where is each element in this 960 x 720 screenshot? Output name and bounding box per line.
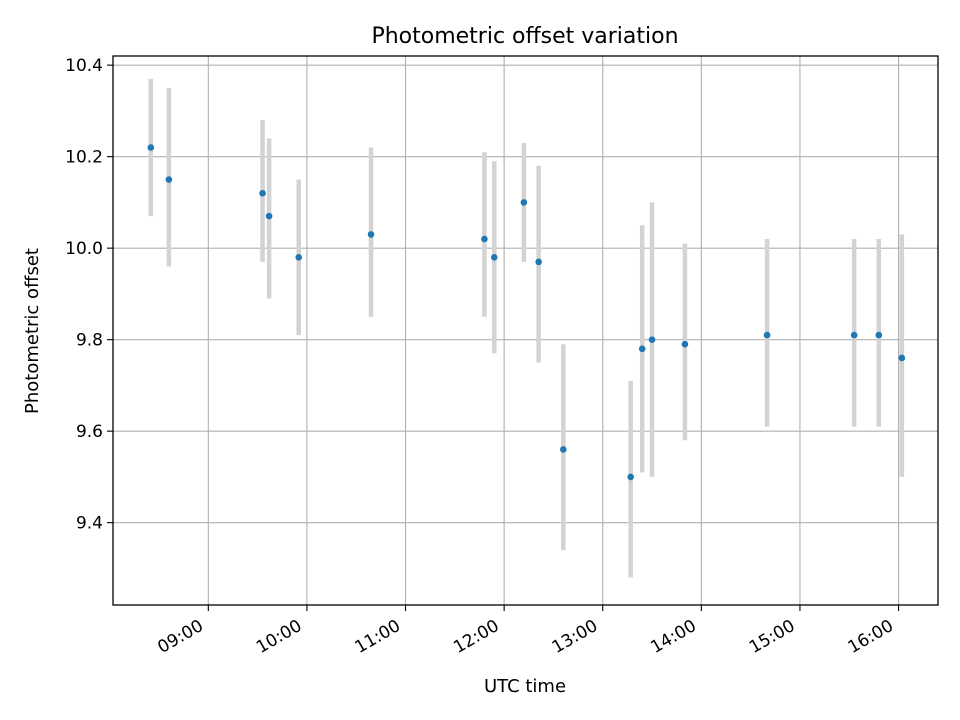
x-axis-label: UTC time [484, 676, 566, 697]
data-point [147, 144, 155, 151]
y-axis-ticks: 9.4 9.6 9.8 10.0 10.2 10.4 [65, 56, 113, 534]
y-tick-label: 10.2 [65, 148, 103, 168]
y-tick-label: 10.4 [65, 56, 103, 76]
plot-frame [112, 55, 939, 606]
data-point [681, 340, 689, 348]
y-tick-label: 9.8 [76, 331, 103, 351]
data-point [763, 331, 771, 339]
y-tick-label: 10.0 [65, 239, 103, 259]
y-tick-label: 9.4 [76, 514, 103, 534]
data-point [165, 176, 173, 183]
data-point [627, 473, 634, 481]
data-point [265, 212, 273, 220]
y-axis-label: Photometric offset [22, 248, 43, 414]
data-point [490, 253, 498, 261]
data-point [850, 331, 858, 339]
data-points [147, 144, 906, 481]
data-point [481, 235, 488, 243]
data-point [638, 345, 646, 353]
data-point [535, 258, 542, 266]
chart-title: Photometric offset variation [371, 24, 678, 49]
data-point [559, 446, 567, 453]
data-point [875, 331, 883, 339]
data-point [367, 231, 375, 238]
data-point [295, 253, 303, 261]
data-point [648, 336, 656, 343]
y-tick-label: 9.6 [76, 422, 103, 442]
data-point [259, 189, 266, 197]
data-point [898, 354, 906, 362]
data-point [520, 199, 528, 206]
